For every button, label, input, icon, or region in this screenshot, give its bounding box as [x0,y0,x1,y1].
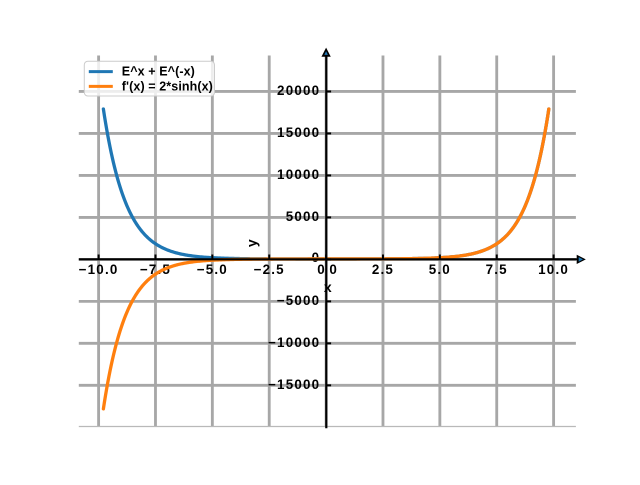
svg-text:20000: 20000 [277,83,320,98]
svg-text:0: 0 [317,262,324,277]
svg-text:10.0: 10.0 [538,262,569,277]
svg-text:7.5: 7.5 [486,262,508,277]
svg-text:−10000: −10000 [268,335,320,350]
svg-text:10000: 10000 [277,167,320,182]
svg-text:x: x [324,279,332,295]
svg-text:−10.0: −10.0 [79,262,119,277]
svg-text:E^x + E^(-x): E^x + E^(-x) [122,65,195,79]
svg-text:5.0: 5.0 [429,262,451,277]
svg-text:−5000: −5000 [277,293,321,308]
svg-text:0: 0 [329,262,336,277]
svg-text:15000: 15000 [277,125,320,140]
svg-text:−2.5: −2.5 [254,262,285,277]
svg-text:f'(x) = 2*sinh(x): f'(x) = 2*sinh(x) [122,80,213,94]
svg-text:−15000: −15000 [268,377,320,392]
svg-text:−7.5: −7.5 [140,262,171,277]
svg-text:2.5: 2.5 [372,262,394,277]
svg-text:y: y [243,239,259,247]
svg-text:−5.0: −5.0 [197,262,228,277]
svg-text:5000: 5000 [286,209,321,224]
